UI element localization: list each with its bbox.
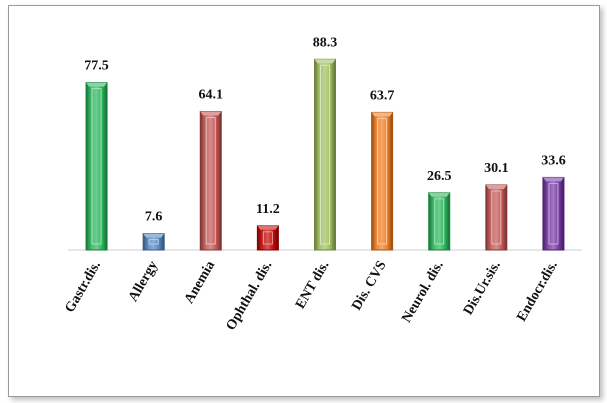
bar-4-inner <box>262 231 273 245</box>
category-label-7: Neurol. dis. <box>399 259 446 326</box>
bar-8 <box>485 184 508 251</box>
bar-1-inner <box>91 88 102 245</box>
value-label-9: 33.6 <box>541 153 566 168</box>
category-label-2: Allergy <box>126 259 161 305</box>
value-label-2: 7.6 <box>145 210 163 225</box>
bar-6-top <box>371 112 393 117</box>
category-label-1: Gastr.dis. <box>62 259 104 316</box>
value-label-6: 63.7 <box>370 88 395 103</box>
value-label-3: 64.1 <box>199 88 224 103</box>
value-label-4: 11.2 <box>256 202 280 217</box>
value-label-8: 30.1 <box>484 161 509 176</box>
bar-3 <box>199 111 222 251</box>
bar-5 <box>314 58 336 251</box>
bar-7-top <box>428 192 450 197</box>
bar-9 <box>542 176 565 251</box>
bar-8-inner <box>491 190 502 245</box>
bar-9-inner <box>548 182 559 245</box>
value-label-5: 88.3 <box>313 35 338 50</box>
bar-5-top <box>314 59 336 64</box>
bar-3-inner <box>205 117 216 245</box>
bar-6-inner <box>377 117 388 245</box>
category-label-4: Ophthal. dis. <box>224 259 276 334</box>
bar-3-top <box>200 111 222 116</box>
category-label-9: Endocr.dis. <box>514 259 561 325</box>
bar-7-inner <box>434 198 445 245</box>
value-label-7: 26.5 <box>427 169 452 184</box>
bar-9-top <box>542 177 564 182</box>
bar-1 <box>85 82 108 251</box>
category-label-8: Dis.Ur.sis. <box>461 259 504 318</box>
bar-5-inner <box>320 64 330 245</box>
bar-6 <box>371 111 394 251</box>
bar-4-top <box>257 225 279 230</box>
category-label-6: Dis. CVS <box>349 258 389 313</box>
bar-8-top <box>485 184 507 189</box>
category-label-3: Anemia <box>182 259 218 307</box>
bar-2-top <box>143 233 165 238</box>
bar-1-top <box>86 82 108 87</box>
bar-2-inner <box>148 239 159 245</box>
category-label-5: ENT dis. <box>293 259 332 312</box>
value-label-1: 77.5 <box>84 59 109 74</box>
bar-7 <box>428 192 451 251</box>
